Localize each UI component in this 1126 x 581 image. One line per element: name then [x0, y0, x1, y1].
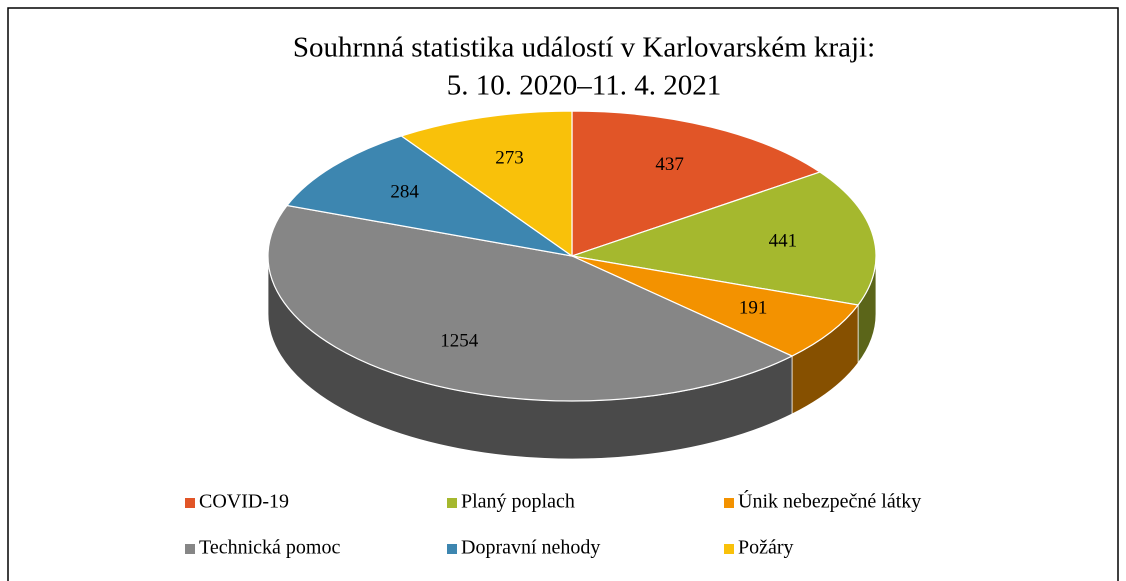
- legend-swatch: [185, 498, 195, 508]
- data-label: 273: [495, 147, 524, 168]
- legend-label: COVID-19: [199, 491, 289, 513]
- slice: [571, 255, 860, 357]
- legend-label: Technická pomoc: [199, 537, 340, 559]
- chart-subtitle: 5. 10. 2020–11. 4. 2021: [447, 70, 721, 102]
- chart-title: Souhrnná statistika událostí v Karlovars…: [293, 32, 875, 64]
- legend-swatch: [724, 544, 734, 554]
- slice: [571, 110, 822, 257]
- data-label: 1254: [440, 330, 479, 351]
- legend-swatch: [185, 544, 195, 554]
- slice: [400, 110, 573, 258]
- data-label: 191: [739, 298, 768, 319]
- chart-frame: [7, 7, 1119, 581]
- legend-label: Dopravní nehody: [461, 537, 600, 559]
- legend-swatch: [724, 498, 734, 508]
- slice: [571, 171, 877, 306]
- data-label: 441: [769, 231, 798, 252]
- data-label: 437: [655, 154, 684, 175]
- legend-label: Požáry: [738, 537, 794, 559]
- slice: [285, 135, 573, 257]
- slice: [267, 204, 794, 402]
- legend-label: Planý poplach: [461, 491, 575, 513]
- data-label: 284: [390, 182, 419, 203]
- legend-swatch: [447, 498, 457, 508]
- legend-swatch: [447, 544, 457, 554]
- legend-label: Únik nebezpečné látky: [738, 489, 921, 513]
